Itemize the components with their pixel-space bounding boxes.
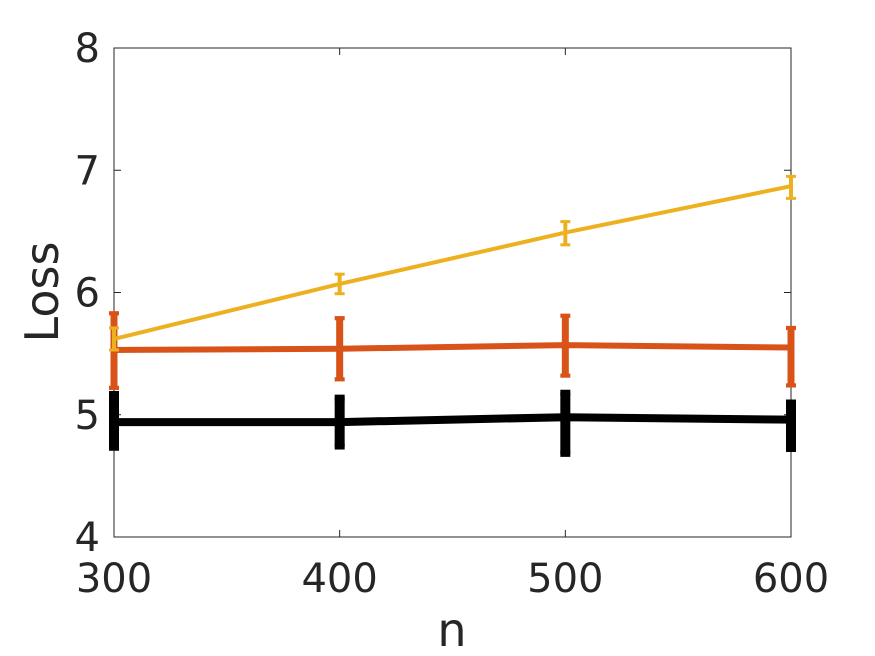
series-line [114,413,792,427]
x-tick-label: 300 [76,556,152,602]
y-tick-label: 4 [75,515,100,561]
y-tick-label: 5 [75,393,100,439]
series-line [113,184,792,341]
tick-labels: 300 400 500 600 4 5 6 7 8 [75,26,830,602]
x-tick-label: 400 [301,556,377,602]
y-tick-label: 8 [75,26,100,72]
y-axis-label: Loss [15,242,69,343]
x-tick-label: 500 [527,556,603,602]
series-line [113,342,792,353]
plot-area [113,47,792,538]
y-tick-label: 7 [75,148,100,194]
series-layer [109,174,796,457]
x-tick-label: 600 [753,556,829,602]
series-3 [109,174,796,352]
x-axis-label: n [437,603,466,656]
series-1 [109,389,796,457]
y-tick-label: 6 [75,271,100,317]
